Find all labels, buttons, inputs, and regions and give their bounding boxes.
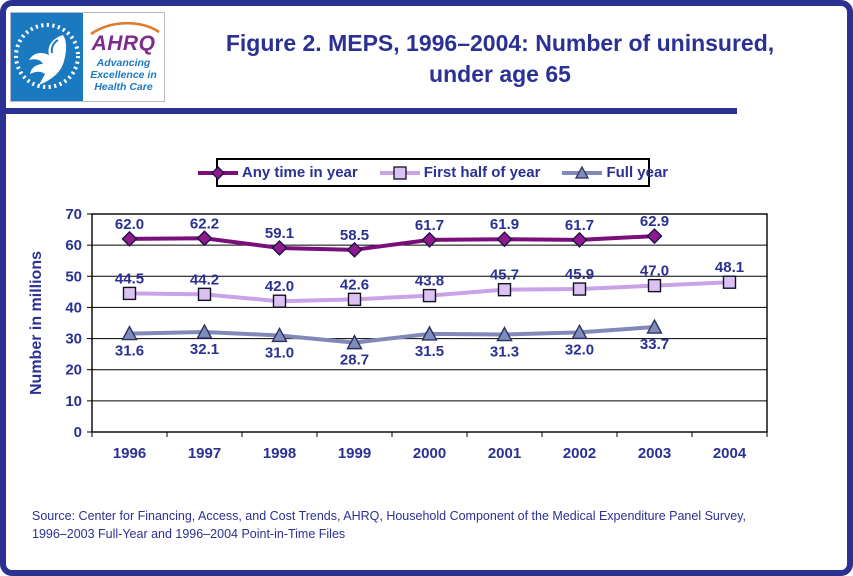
x-axis-tick-label: 2000 xyxy=(413,445,446,462)
tagline-line: Excellence in xyxy=(90,69,157,82)
square-marker-icon xyxy=(197,287,212,302)
diamond-marker-icon xyxy=(196,230,213,247)
triangle-marker-icon xyxy=(496,326,513,342)
source-line1: Source: Center for Financing, Access, an… xyxy=(32,509,747,523)
legend-item-first-half-of-year: First half of year xyxy=(379,164,541,181)
data-label-full-year: 31.0 xyxy=(265,344,294,361)
data-label-full-year: 28.7 xyxy=(340,352,369,369)
y-axis-tick-label: 50 xyxy=(65,268,82,285)
data-label-first-half-of-year: 42.0 xyxy=(265,278,294,295)
square-marker-icon xyxy=(572,282,587,296)
data-label-any-time-in-year: 62.9 xyxy=(640,213,669,230)
x-axis-tick-label: 1998 xyxy=(263,445,296,462)
series-line-full-year xyxy=(129,325,655,345)
data-label-first-half-of-year: 44.5 xyxy=(115,270,144,287)
x-axis-tick-label: 2004 xyxy=(713,445,747,462)
x-axis-tick-label: 2001 xyxy=(488,445,521,462)
square-marker-icon xyxy=(497,282,512,297)
x-axis-tick-label: 1996 xyxy=(113,445,146,462)
legend-label: First half of year xyxy=(423,164,541,181)
figure-title: Figure 2. MEPS, 1996–2004: Number of uni… xyxy=(164,28,836,90)
diamond-marker-icon xyxy=(571,231,588,248)
x-axis-tick-label: 2002 xyxy=(563,445,596,462)
x-axis-tick-label: 1999 xyxy=(338,445,371,462)
data-label-first-half-of-year: 48.1 xyxy=(715,259,744,276)
legend-diamond-icon xyxy=(197,165,238,180)
square-marker-icon xyxy=(722,275,737,289)
data-label-full-year: 33.7 xyxy=(640,336,669,353)
data-label-first-half-of-year: 44.2 xyxy=(190,271,219,288)
y-axis-tick-label: 20 xyxy=(65,362,82,379)
legend-item-full-year: Full year xyxy=(562,164,668,181)
triangle-marker-icon xyxy=(271,326,288,343)
data-label-any-time-in-year: 62.0 xyxy=(115,216,144,233)
legend-square-icon xyxy=(379,165,420,180)
data-label-first-half-of-year: 47.0 xyxy=(640,263,669,280)
data-label-full-year: 31.3 xyxy=(490,344,519,361)
ahrq-acronym: AHRQ xyxy=(91,32,156,56)
legend-triangle-icon xyxy=(562,165,603,179)
data-label-any-time-in-year: 61.7 xyxy=(415,217,444,234)
diamond-marker-icon xyxy=(496,231,513,248)
square-marker-icon xyxy=(422,288,437,303)
y-axis-tick-label: 60 xyxy=(65,237,82,254)
data-label-any-time-in-year: 61.7 xyxy=(565,217,594,234)
diamond-marker-icon xyxy=(346,241,363,258)
legend-label: Full year xyxy=(606,164,669,181)
plot-border xyxy=(91,213,768,433)
diamond-marker-icon xyxy=(121,230,138,247)
hhs-logo xyxy=(11,13,83,101)
data-label-any-time-in-year: 58.5 xyxy=(340,227,369,244)
data-label-full-year: 32.1 xyxy=(190,341,219,358)
data-label-any-time-in-year: 62.2 xyxy=(190,215,219,232)
ahrq-logo-block: AHRQ Advancing Excellence in Health Care xyxy=(10,12,165,102)
triangle-marker-icon xyxy=(571,323,588,340)
figure-title-line2: under age 65 xyxy=(429,61,571,88)
diamond-marker-icon xyxy=(421,231,438,248)
ahrq-tagline: Advancing Excellence in Health Care xyxy=(90,58,157,93)
data-label-first-half-of-year: 42.6 xyxy=(340,276,369,293)
data-label-any-time-in-year: 59.1 xyxy=(265,225,294,242)
data-label-full-year: 31.5 xyxy=(415,343,444,360)
ahrq-arc-icon xyxy=(89,22,160,36)
triangle-marker-icon xyxy=(646,318,663,334)
tagline-line: Health Care xyxy=(94,80,153,93)
line-chart: 0 10 20 30 40 50 60 70 1996 1997 1998 1999 2000 2001 2… xyxy=(65,206,768,462)
y-axis-tick-label: 30 xyxy=(65,331,82,348)
legend-item-any-time-in-year: Any time in year xyxy=(197,164,358,181)
diamond-marker-icon xyxy=(646,228,663,245)
data-label-full-year: 32.0 xyxy=(565,341,594,358)
square-marker-icon xyxy=(347,292,362,307)
hhs-eagle-icon xyxy=(14,23,80,89)
triangle-marker-icon xyxy=(421,325,438,341)
source-line2: 1996–2003 Full-Year and 1996–2004 Point-… xyxy=(32,527,346,542)
x-axis-tick-label: 1997 xyxy=(188,445,221,462)
figure-title-line1: Figure 2. MEPS, 1996–2004: Number of uni… xyxy=(225,30,775,56)
header-divider xyxy=(6,108,737,114)
triangle-marker-icon xyxy=(346,334,363,350)
x-axis-tick-label: 2003 xyxy=(638,445,671,462)
series-line-any-time-in-year xyxy=(129,234,655,252)
triangle-marker-icon xyxy=(196,323,213,339)
square-marker-icon xyxy=(272,294,287,308)
data-label-any-time-in-year: 61.9 xyxy=(490,216,519,233)
tagline-line: Advancing xyxy=(96,57,151,70)
chart-legend: Any time in year First half of year Full y… xyxy=(197,158,668,187)
data-label-first-half-of-year: 43.8 xyxy=(415,273,444,290)
data-label-full-year: 31.6 xyxy=(115,343,144,360)
y-axis-tick-label: 0 xyxy=(74,424,82,441)
diamond-marker-icon xyxy=(271,239,288,256)
y-axis-tick-label: 40 xyxy=(65,299,82,316)
y-axis-tick-label: 10 xyxy=(65,393,82,410)
ahrq-logo: AHRQ Advancing Excellence in Health Care xyxy=(83,13,164,101)
source-note: Source: Center for Financing, Access, an… xyxy=(32,507,822,543)
data-label-first-half-of-year: 45.7 xyxy=(490,267,519,284)
square-marker-icon xyxy=(122,286,137,301)
square-marker-icon xyxy=(647,278,662,293)
legend-label: Any time in year xyxy=(241,164,358,181)
y-axis-tick-label: 70 xyxy=(65,206,82,223)
data-label-first-half-of-year: 45.9 xyxy=(565,266,594,283)
triangle-marker-icon xyxy=(121,325,138,341)
